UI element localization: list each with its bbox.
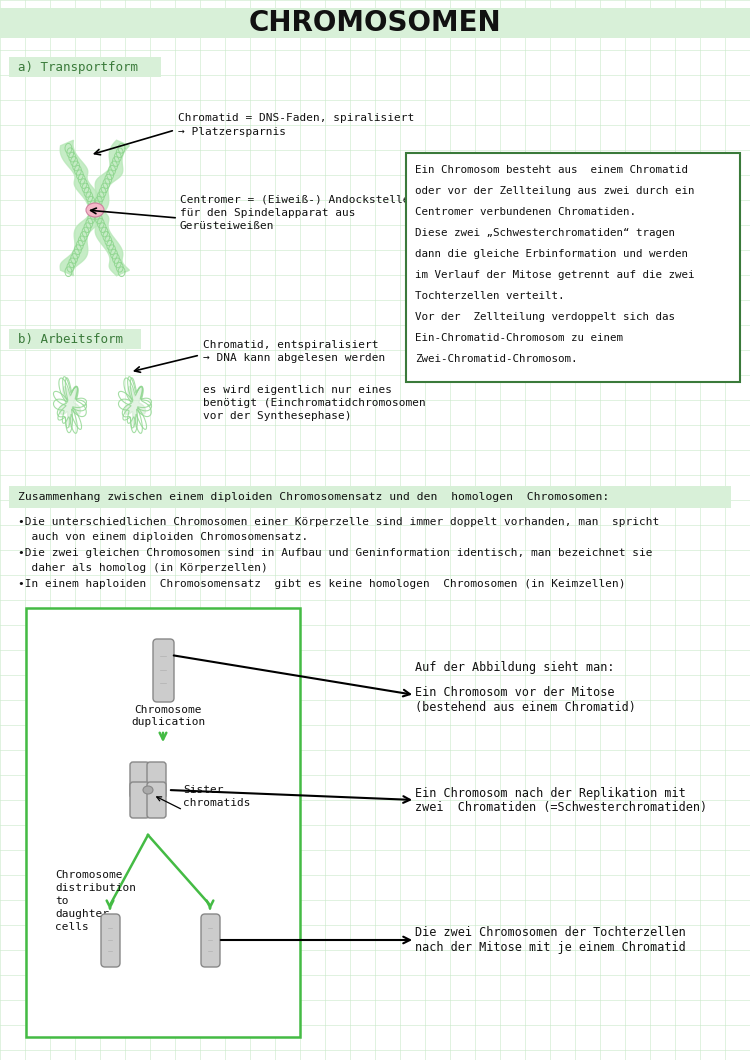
Text: Vor der  Zellteilung verdoppelt sich das: Vor der Zellteilung verdoppelt sich das [415,312,675,322]
Text: Chromosome: Chromosome [55,870,122,880]
Text: für den Spindelapparat aus: für den Spindelapparat aus [180,208,356,218]
Text: Chromatid, entspiralisiert: Chromatid, entspiralisiert [203,340,379,350]
Text: Sister: Sister [183,785,224,795]
Text: Chromosome: Chromosome [134,705,202,716]
Text: es wird eigentlich nur eines: es wird eigentlich nur eines [203,385,392,395]
Text: Ein-Chromatid-Chromosom zu einem: Ein-Chromatid-Chromosom zu einem [415,333,623,343]
Text: Ein Chromosom besteht aus  einem Chromatid: Ein Chromosom besteht aus einem Chromati… [415,165,688,175]
Polygon shape [60,209,102,276]
Text: •Die unterschiedlichen Chromosomen einer Körperzelle sind immer doppelt vorhande: •Die unterschiedlichen Chromosomen einer… [18,517,659,527]
Text: Diese zwei „Schwesterchromatiden“ tragen: Diese zwei „Schwesterchromatiden“ tragen [415,228,675,238]
Text: → Platzersparnis: → Platzersparnis [178,127,286,137]
FancyBboxPatch shape [130,762,149,798]
Text: b) Arbeitsform: b) Arbeitsform [18,333,123,346]
Text: •In einem haploiden  Chromosomensatz  gibt es keine homologen  Chromosomen (in K: •In einem haploiden Chromosomensatz gibt… [18,579,626,589]
Text: Tochterzellen verteilt.: Tochterzellen verteilt. [415,292,565,301]
Text: cells: cells [55,922,88,932]
Text: distribution: distribution [55,883,136,893]
FancyBboxPatch shape [26,608,300,1037]
Text: Zwei-Chromatid-Chromosom.: Zwei-Chromatid-Chromosom. [415,354,578,364]
Text: Zusammenhang zwischen einem diploiden Chromosomensatz und den  homologen  Chromo: Zusammenhang zwischen einem diploiden Ch… [18,492,609,502]
Text: zwei  Chromatiden (=Schwesterchromatiden): zwei Chromatiden (=Schwesterchromatiden) [415,801,707,814]
Text: Auf der Abbildung sieht man:: Auf der Abbildung sieht man: [415,661,614,674]
Text: Die zwei Chromosomen der Tochterzellen: Die zwei Chromosomen der Tochterzellen [415,926,686,939]
Text: dann die gleiche Erbinformation und werden: dann die gleiche Erbinformation und werd… [415,249,688,259]
Text: CHROMOSOMEN: CHROMOSOMEN [249,8,501,37]
FancyBboxPatch shape [0,8,750,38]
Polygon shape [59,387,80,427]
Text: benötigt (Einchromatidchromosomen: benötigt (Einchromatidchromosomen [203,398,426,408]
Ellipse shape [143,787,153,794]
FancyBboxPatch shape [101,914,120,967]
Text: Centromer verbundenen Chromatiden.: Centromer verbundenen Chromatiden. [415,207,636,217]
Polygon shape [124,387,146,427]
Text: vor der Synthesephase): vor der Synthesephase) [203,411,352,421]
Text: daher als homolog (in Körperzellen): daher als homolog (in Körperzellen) [18,563,268,573]
Text: Gerüsteiweißen: Gerüsteiweißen [180,220,274,231]
Text: duplication: duplication [130,717,205,727]
Polygon shape [88,209,130,276]
FancyBboxPatch shape [9,57,161,77]
Text: nach der Mitose mit je einem Chromatid: nach der Mitose mit je einem Chromatid [415,941,686,954]
Text: Chromatid = DNS-Faden, spiralisiert: Chromatid = DNS-Faden, spiralisiert [178,113,414,123]
FancyBboxPatch shape [9,329,141,349]
Text: Ein Chromosom vor der Mitose: Ein Chromosom vor der Mitose [415,686,614,699]
Text: •Die zwei gleichen Chromosomen sind in Aufbau und Geninformation identisch, man : •Die zwei gleichen Chromosomen sind in A… [18,548,652,558]
FancyBboxPatch shape [147,782,166,818]
Text: to: to [55,896,68,906]
Polygon shape [60,140,102,215]
Polygon shape [88,140,130,215]
FancyBboxPatch shape [406,153,740,382]
FancyBboxPatch shape [130,782,149,818]
FancyBboxPatch shape [9,485,731,508]
Text: (bestehend aus einem Chromatid): (bestehend aus einem Chromatid) [415,701,636,713]
Text: Centromer = (Eiweiß-) Andockstelle: Centromer = (Eiweiß-) Andockstelle [180,195,410,205]
Text: chromatids: chromatids [183,798,250,808]
Text: → DNA kann abgelesen werden: → DNA kann abgelesen werden [203,353,386,363]
Ellipse shape [86,204,104,217]
Text: daughter: daughter [55,909,109,919]
FancyBboxPatch shape [147,762,166,798]
Text: auch von einem diploiden Chromosomensatz.: auch von einem diploiden Chromosomensatz… [18,532,308,542]
FancyBboxPatch shape [201,914,220,967]
Text: a) Transportform: a) Transportform [18,60,138,73]
FancyBboxPatch shape [153,639,174,702]
Text: im Verlauf der Mitose getrennt auf die zwei: im Verlauf der Mitose getrennt auf die z… [415,270,694,280]
Text: Ein Chromosom nach der Replikation mit: Ein Chromosom nach der Replikation mit [415,787,686,799]
Text: oder vor der Zellteilung aus zwei durch ein: oder vor der Zellteilung aus zwei durch … [415,186,694,196]
